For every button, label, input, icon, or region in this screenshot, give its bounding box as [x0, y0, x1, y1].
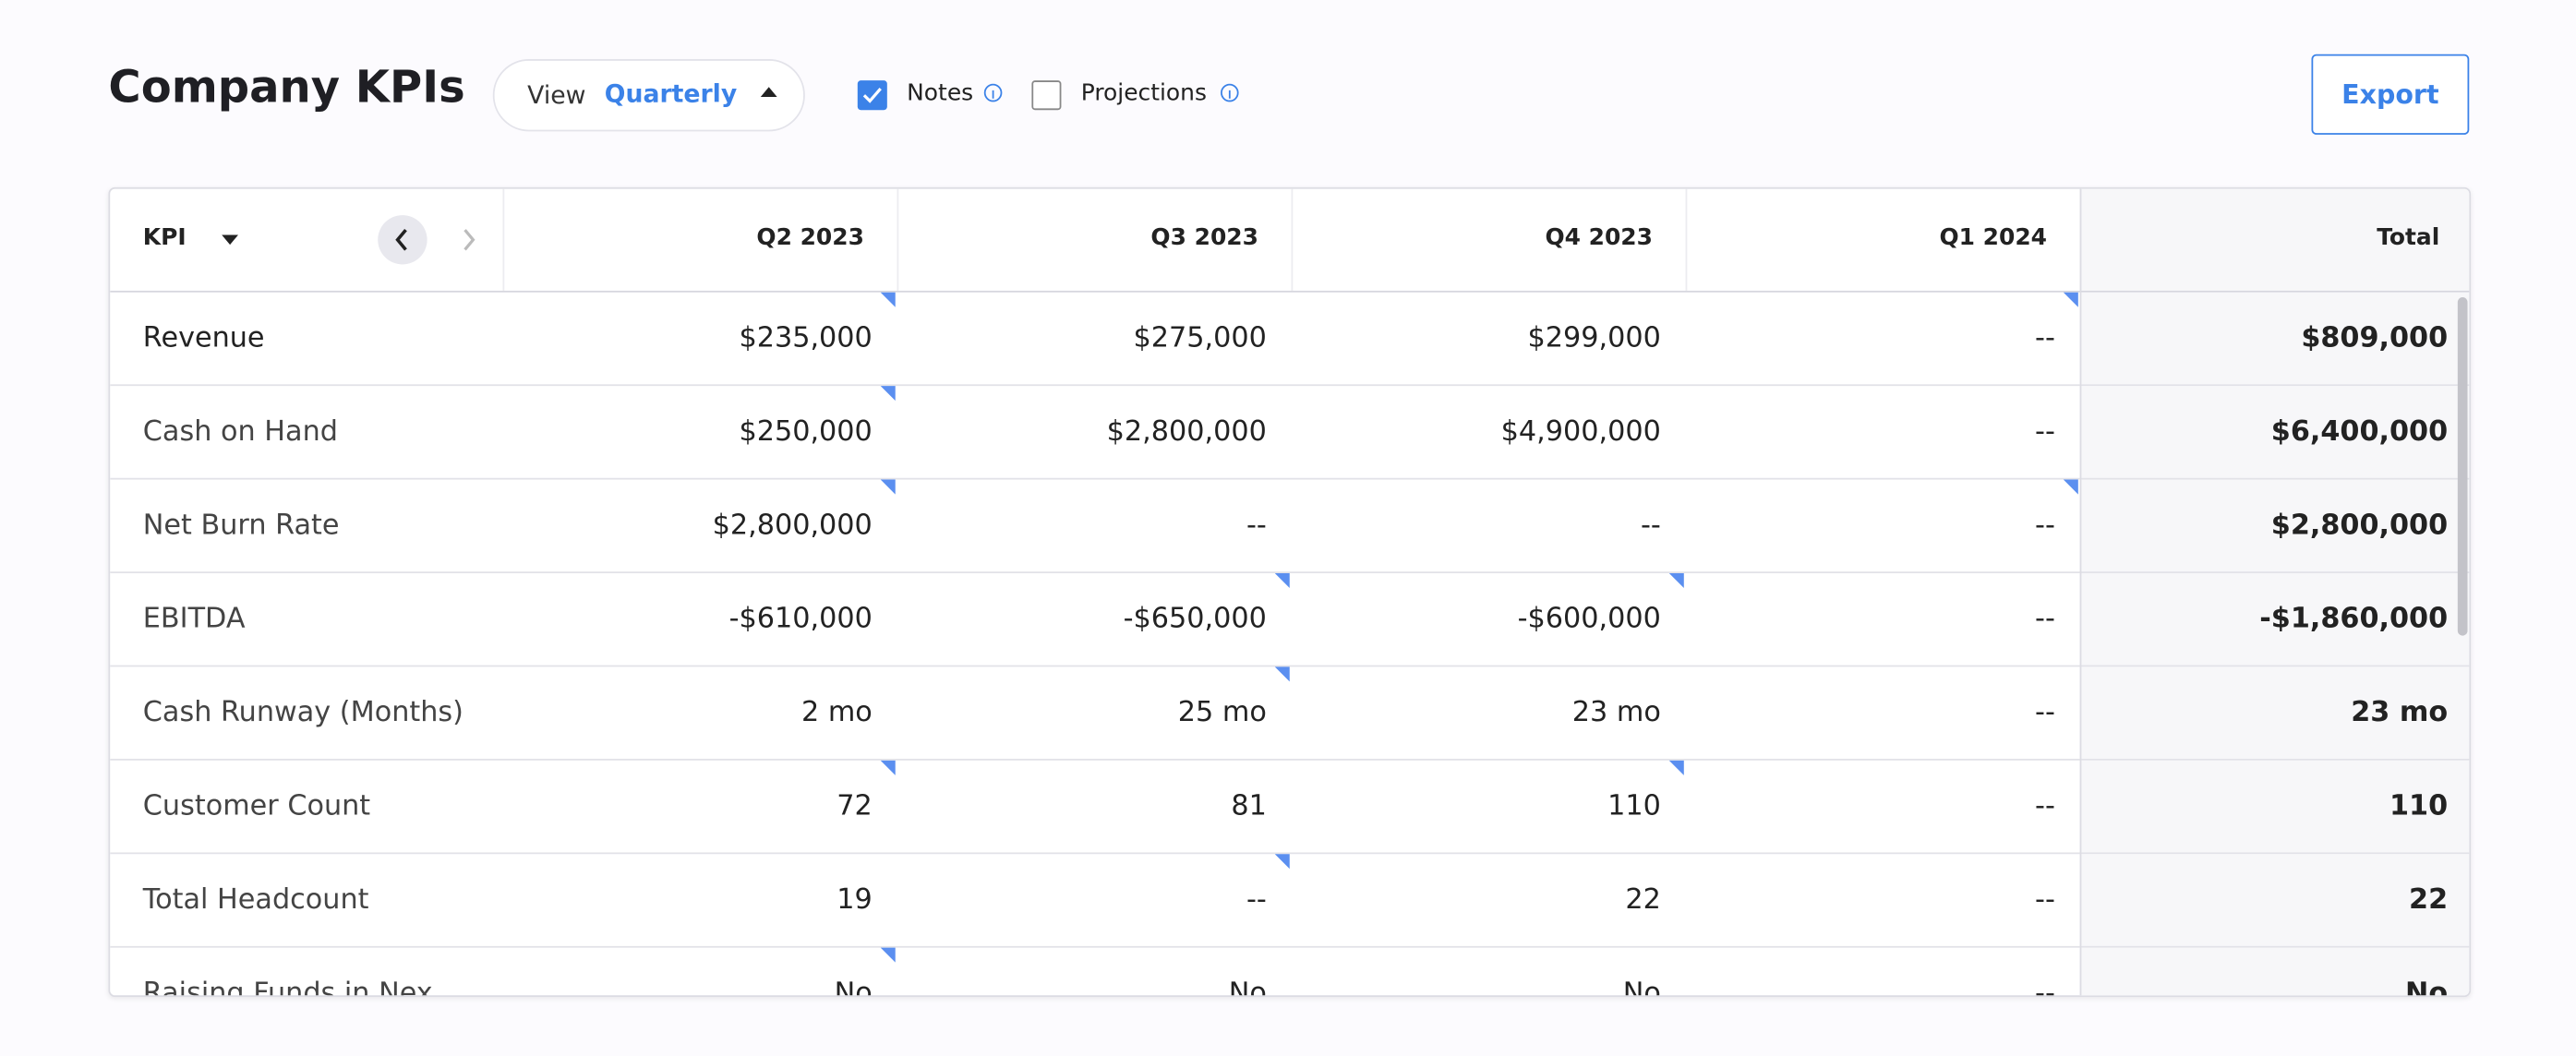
note-marker[interactable]	[880, 479, 896, 495]
prev-button[interactable]	[378, 215, 427, 265]
table-cell: 22	[2079, 854, 2470, 948]
table-cell: -$650,000	[1123, 603, 1267, 636]
row-divider	[110, 477, 2470, 480]
table-cell: --	[2035, 977, 2055, 998]
table-cell: 22	[1625, 883, 1661, 917]
table-cell: $2,800,000	[712, 509, 873, 543]
table-cell: --	[2035, 883, 2055, 917]
row-label: Cash on Hand	[142, 415, 338, 449]
table-cell: --	[2035, 603, 2055, 636]
note-marker[interactable]	[1274, 572, 1290, 588]
note-marker[interactable]	[2063, 292, 2078, 307]
note-marker[interactable]	[1274, 854, 1290, 870]
table-cell: -$1,860,000	[2079, 572, 2470, 667]
row-label: Cash Runway (Months)	[142, 696, 463, 730]
table-cell: --	[1246, 509, 1267, 543]
table-cell: --	[1641, 509, 1661, 543]
chevron-left	[395, 228, 407, 251]
column-header: Total	[2079, 188, 2470, 291]
note-marker[interactable]	[1668, 760, 1684, 775]
row-divider	[110, 665, 2470, 667]
table-cell: No	[1228, 977, 1267, 998]
page-title: Company KPIs	[108, 62, 465, 114]
table-cell: $4,900,000	[1500, 415, 1661, 449]
row-label: Revenue	[142, 321, 265, 355]
table-cell: No	[2079, 947, 2470, 996]
note-marker[interactable]	[1668, 572, 1684, 588]
column-header: Q2 2023	[502, 188, 897, 291]
column-header: Q1 2024	[1685, 188, 2080, 291]
table-cell: $809,000	[2079, 292, 2470, 387]
view-value: Quarterly	[604, 78, 738, 109]
chevron-right	[463, 229, 475, 251]
table-cell: --	[2035, 789, 2055, 823]
note-marker[interactable]	[2063, 479, 2078, 495]
view-selector[interactable]: View Quarterly	[492, 59, 805, 132]
table-cell: 25 mo	[1177, 696, 1267, 730]
row-divider	[110, 945, 2470, 948]
table-cell: -$610,000	[728, 603, 873, 636]
table-cell: --	[2035, 696, 2055, 730]
table-cell: 19	[837, 883, 873, 917]
projections-label: Projections	[1080, 80, 1207, 107]
note-marker[interactable]	[1274, 666, 1290, 682]
view-label: View	[527, 80, 586, 111]
table-cell: -$600,000	[1517, 603, 1661, 636]
table-cell: 110	[2079, 760, 2470, 855]
column-header[interactable]: KPI	[142, 224, 187, 252]
info-icon[interactable]	[983, 83, 1003, 102]
column-header: Q3 2023	[897, 188, 1291, 291]
table-cell: $250,000	[739, 415, 873, 449]
table-cell: 72	[837, 789, 873, 823]
caret	[760, 87, 777, 97]
row-label: EBITDA	[142, 603, 246, 636]
table-cell: 2 mo	[800, 696, 873, 730]
table-cell: --	[2035, 321, 2055, 355]
table-cell: $2,800,000	[1106, 415, 1267, 449]
row-divider	[110, 384, 2470, 387]
next-button[interactable]	[443, 215, 492, 264]
row-label: Total Headcount	[142, 883, 369, 917]
table-cell: No	[834, 977, 873, 998]
row-label: Raising Funds in Nex	[142, 977, 433, 998]
row-divider	[110, 759, 2470, 761]
kpi-table: KPI Q2 2023 Q3 2023 Q4 2023 Q1 2024 Total Reve…	[108, 186, 2472, 998]
row-divider	[110, 852, 2470, 855]
table-cell: --	[1246, 883, 1267, 917]
row-divider	[110, 571, 2470, 573]
table-cell: $2,800,000	[2079, 479, 2470, 573]
row-label: Net Burn Rate	[142, 509, 340, 543]
projections-checkbox[interactable]	[1031, 80, 1062, 111]
table-cell: $299,000	[1527, 321, 1661, 355]
check	[862, 88, 882, 103]
column-header: Q4 2023	[1291, 188, 1686, 291]
table-cell: $275,000	[1133, 321, 1267, 355]
table-cell: $6,400,000	[2079, 386, 2470, 480]
total-divider	[2079, 188, 2082, 996]
table-cell: No	[1622, 977, 1661, 998]
table-cell: 23 mo	[1571, 696, 1661, 730]
header-divider	[110, 290, 2470, 293]
note-marker[interactable]	[880, 760, 896, 775]
scrollbar[interactable]	[2457, 297, 2468, 636]
table-cell: --	[2035, 415, 2055, 449]
sort-caret	[222, 234, 238, 246]
note-marker[interactable]	[880, 292, 896, 307]
table-cell: 110	[1607, 789, 1661, 823]
notes-label: Notes	[907, 80, 974, 107]
note-marker[interactable]	[880, 947, 896, 963]
export-button[interactable]: Export	[2311, 54, 2470, 135]
table-cell: 81	[1231, 789, 1267, 823]
row-label: Customer Count	[142, 789, 371, 823]
notes-checkbox[interactable]	[857, 80, 887, 111]
table-cell: --	[2035, 509, 2055, 543]
info-icon[interactable]	[1221, 83, 1239, 102]
table-cell: $235,000	[739, 321, 873, 355]
table-cell: 23 mo	[2079, 666, 2470, 761]
note-marker[interactable]	[880, 386, 896, 402]
